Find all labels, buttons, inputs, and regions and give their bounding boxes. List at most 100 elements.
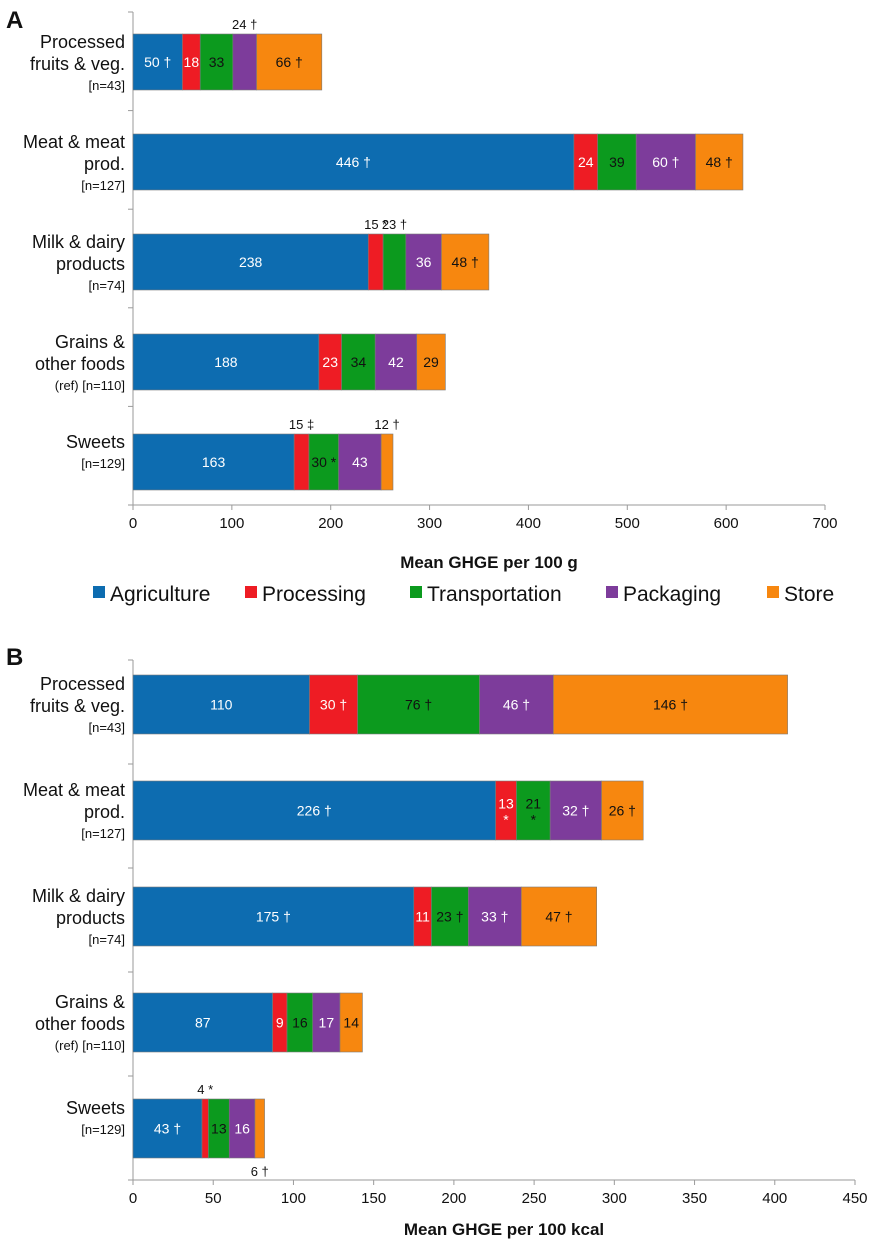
panel-a-data-label: 30 * bbox=[311, 454, 336, 470]
panel-b-bar-transportation bbox=[516, 780, 551, 841]
legend-label-transportation: Transportation bbox=[427, 583, 562, 606]
panel-a-data-label: 23 bbox=[322, 354, 338, 370]
panel-a-bar-packaging bbox=[232, 33, 257, 91]
panel-a-data-label: 238 bbox=[239, 254, 263, 270]
panel-a-x-axis-title: Mean GHGE per 100 g bbox=[400, 553, 578, 572]
panel-b-data-label: 11 bbox=[415, 909, 430, 925]
panel-b-bar-agriculture bbox=[132, 992, 273, 1053]
panel-a-annotation: 15 * bbox=[364, 217, 387, 232]
panel-a-chart: A 0 100 200 300 400 500 600 700 Mean GHGE per 100… bbox=[6, 7, 838, 572]
legend: Agriculture Processing Transportation Packa… bbox=[93, 583, 834, 606]
panel-b-category-label: Grains &other foods (ref) [n=110] bbox=[35, 992, 125, 1053]
panel-a-category-label-line: Milk & dairy bbox=[32, 232, 125, 252]
panel-b-x-tick-label: 400 bbox=[762, 1190, 787, 1207]
panel-b-data-label: 32 † bbox=[562, 803, 589, 819]
panel-a-data-label: 43 bbox=[352, 454, 368, 470]
panel-a-bar-processing bbox=[367, 233, 384, 291]
panel-a-category-n: [n=74] bbox=[88, 278, 125, 293]
panel-a-x-tick-label: 400 bbox=[516, 515, 541, 532]
panel-b-category-label-line: Grains & bbox=[55, 992, 125, 1012]
panel-b-data-label: 13 bbox=[211, 1121, 227, 1137]
panel-a-data-label: 66 † bbox=[276, 54, 303, 70]
panel-b-x-tick-label: 350 bbox=[682, 1190, 707, 1207]
panel-b-annotation: 6 † bbox=[251, 1164, 269, 1179]
panel-b-data-label: 23 † bbox=[436, 909, 463, 925]
panel-a-category-n: [n=129] bbox=[81, 456, 125, 471]
panel-b-data-label: 14 bbox=[343, 1015, 359, 1031]
panel-b-data-label: 76 † bbox=[405, 697, 432, 713]
panel-b-data-label: * bbox=[503, 812, 509, 828]
panel-b-data-label: 87 bbox=[195, 1015, 211, 1031]
panel-b-data-label: 16 bbox=[292, 1015, 308, 1031]
panel-a-bar-store bbox=[695, 133, 744, 191]
panel-a-data-label: 48 † bbox=[452, 254, 479, 270]
panel-a-bar-packaging bbox=[635, 133, 696, 191]
panel-b-x-tick-label: 150 bbox=[361, 1190, 386, 1207]
panel-a-x-tick-label: 500 bbox=[615, 515, 640, 532]
legend-swatch-transportation bbox=[410, 586, 422, 598]
panel-b-bar-packaging bbox=[549, 780, 602, 841]
panel-a-panel-label: A bbox=[6, 7, 23, 34]
panel-b-chart: B 0 50 100 150 200 250 300 350 400 450 Mean GHGE pe… bbox=[6, 644, 868, 1239]
panel-a-data-label: 42 bbox=[388, 354, 404, 370]
panel-a-category-label-line: Sweets bbox=[66, 432, 125, 452]
panel-a-category-n: [n=43] bbox=[88, 78, 125, 93]
panel-a-data-label: 29 bbox=[423, 354, 439, 370]
panel-b-x-tick-label: 200 bbox=[441, 1190, 466, 1207]
panel-a-category-label: Sweets [n=129] bbox=[66, 432, 125, 471]
panel-b-category-label-line: products bbox=[56, 908, 125, 928]
panel-a-x-tick-label: 100 bbox=[219, 515, 244, 532]
panel-b-data-label: * bbox=[531, 812, 537, 828]
panel-b-data-label: 110 bbox=[210, 697, 233, 713]
panel-b-x-tick-label: 50 bbox=[205, 1190, 222, 1207]
panel-b-bar-store bbox=[601, 780, 644, 841]
panel-a-bar-agriculture bbox=[132, 333, 320, 391]
panel-b-data-label: 21 bbox=[526, 796, 542, 812]
panel-a-bar-transportation bbox=[199, 33, 234, 91]
panel-b-category-n: [n=74] bbox=[88, 932, 125, 947]
panel-a-data-label: 39 bbox=[609, 154, 625, 170]
legend-swatch-packaging bbox=[606, 586, 618, 598]
panel-a-annotation: 12 † bbox=[374, 417, 399, 432]
panel-b-category-n: [n=127] bbox=[81, 826, 125, 841]
panel-a-data-label: 24 bbox=[578, 154, 594, 170]
panel-b-bar-processing bbox=[309, 674, 358, 735]
panel-a-data-label: 36 bbox=[416, 254, 432, 270]
panel-a-data-label: 50 † bbox=[144, 54, 171, 70]
panel-a-x-tick-label: 200 bbox=[318, 515, 343, 532]
panel-b-bar-packaging bbox=[228, 1098, 256, 1159]
panel-b-data-label: 16 bbox=[234, 1121, 250, 1137]
panel-a-data-label: 188 bbox=[214, 354, 238, 370]
panel-b-bar-store bbox=[520, 886, 597, 947]
panel-a-category-label-line: Processed bbox=[40, 32, 125, 52]
panel-a-data-label: 18 bbox=[184, 54, 200, 70]
panel-b-x-tick-label: 0 bbox=[129, 1190, 137, 1207]
panel-b-data-label: 13 bbox=[498, 796, 514, 812]
panel-a-data-label: 446 † bbox=[336, 154, 371, 170]
legend-label-store: Store bbox=[784, 583, 834, 606]
panel-b-bar-store bbox=[254, 1098, 265, 1159]
panel-a-category-label-line: Meat & meat bbox=[23, 132, 125, 152]
panel-a-annotation: 15 ‡ bbox=[289, 417, 314, 432]
panel-b-data-label: 146 † bbox=[653, 697, 688, 713]
panel-b-category-label-line: Processed bbox=[40, 674, 125, 694]
panel-b-data-label: 226 † bbox=[297, 803, 332, 819]
panel-a-data-label: 163 bbox=[202, 454, 226, 470]
panel-b-x-tick-label: 250 bbox=[522, 1190, 547, 1207]
panel-b-panel-label: B bbox=[6, 644, 23, 671]
legend-label-packaging: Packaging bbox=[623, 583, 721, 606]
panel-a-category-n: [n=127] bbox=[81, 178, 125, 193]
panel-b-category-label-line: prod. bbox=[84, 802, 125, 822]
panel-a-annotation: 23 † bbox=[382, 217, 407, 232]
panel-b-data-label: 9 bbox=[276, 1015, 284, 1031]
panel-b-data-label: 33 † bbox=[481, 909, 508, 925]
panel-b-x-tick-label: 300 bbox=[602, 1190, 627, 1207]
panel-b-data-label: 17 bbox=[319, 1015, 335, 1031]
legend-swatch-agriculture bbox=[93, 586, 105, 598]
panel-a-category-label-line: Grains & bbox=[55, 332, 125, 352]
